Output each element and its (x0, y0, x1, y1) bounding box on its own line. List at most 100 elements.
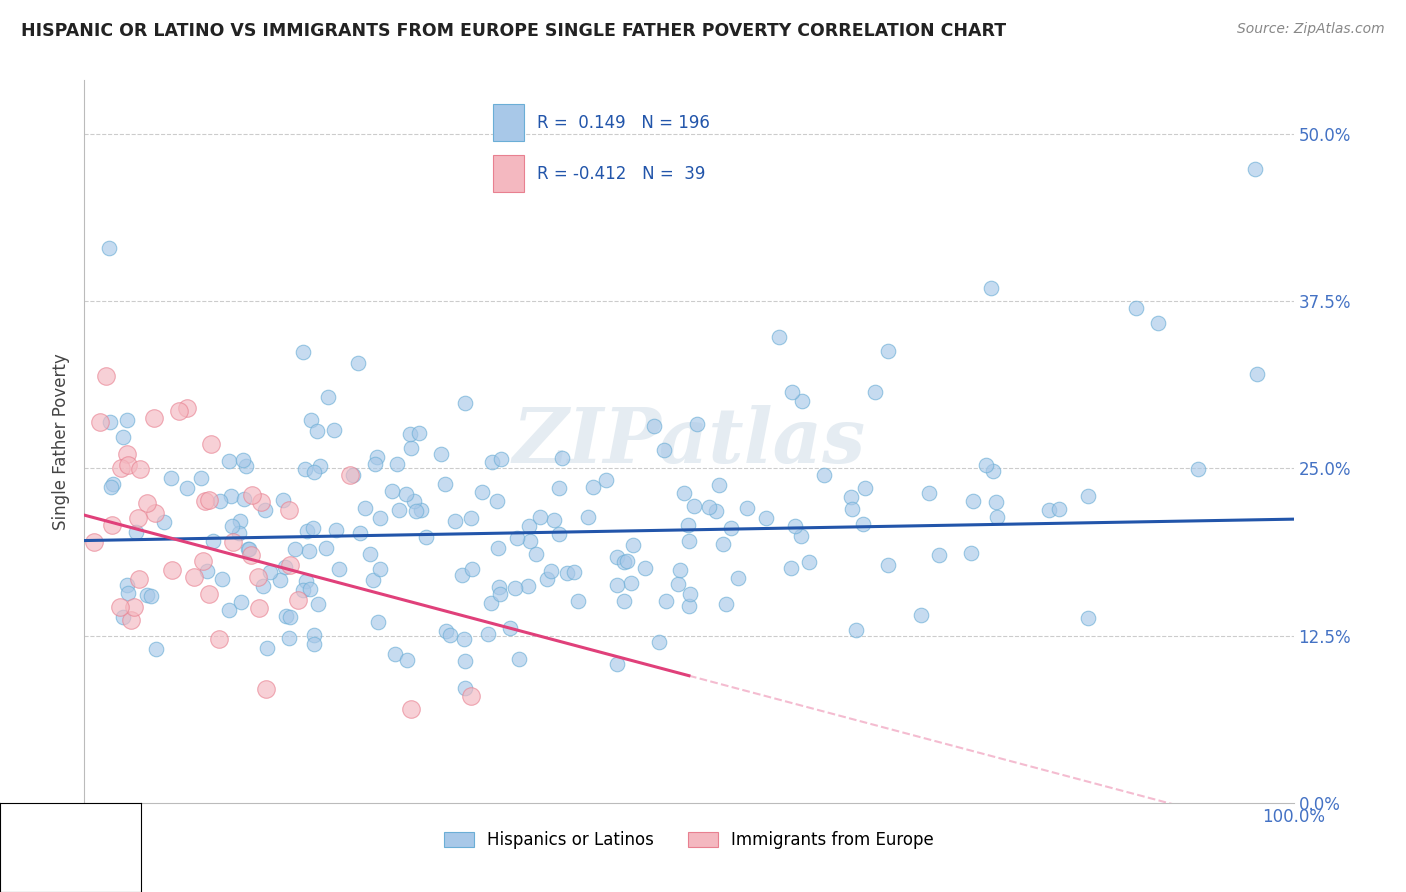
Point (489, 451, 512, 466)
Point (183, 570, 205, 584)
Point (302, 521, 325, 535)
Point (409, 503, 432, 517)
Point (986, 509, 1008, 524)
Point (516, 578, 538, 592)
Point (529, 510, 551, 524)
Point (1077, 489, 1099, 503)
Point (253, 502, 276, 516)
Point (503, 581, 526, 595)
Point (450, 567, 472, 582)
Point (176, 481, 198, 495)
Point (108, 600, 131, 615)
Point (315, 541, 337, 556)
Point (269, 573, 291, 587)
Point (101, 518, 124, 533)
Point (540, 564, 562, 578)
Point (367, 615, 389, 630)
Point (1038, 502, 1060, 516)
Point (274, 608, 297, 623)
Point (852, 516, 875, 531)
Point (152, 515, 174, 529)
Point (980, 281, 1002, 295)
Point (841, 502, 863, 516)
Point (550, 450, 572, 465)
Point (305, 424, 328, 438)
Point (813, 468, 835, 483)
Point (339, 467, 361, 482)
Point (479, 596, 502, 610)
Point (325, 524, 347, 538)
Point (112, 609, 135, 624)
Point (678, 599, 700, 613)
Point (122, 600, 145, 615)
Point (543, 512, 565, 526)
Point (252, 579, 274, 593)
Point (111, 430, 134, 444)
Point (780, 385, 803, 400)
Point (233, 491, 256, 506)
Point (1077, 611, 1099, 625)
Point (486, 541, 509, 556)
Point (298, 582, 321, 596)
Point (430, 447, 453, 461)
Point (125, 524, 148, 539)
Point (606, 578, 628, 592)
Point (839, 490, 862, 504)
Point (228, 526, 250, 541)
Point (699, 500, 721, 514)
Point (221, 534, 243, 549)
Point (235, 459, 257, 474)
Legend: Hispanics or Latinos, Immigrants from Europe: Hispanics or Latinos, Immigrants from Eu… (437, 824, 941, 856)
Point (643, 419, 665, 434)
Point (620, 575, 643, 590)
Point (211, 572, 233, 586)
Point (299, 413, 322, 427)
Point (396, 653, 419, 667)
Point (1125, 301, 1147, 315)
Point (790, 529, 813, 543)
Point (704, 504, 727, 518)
Point (797, 555, 820, 569)
Point (129, 462, 152, 476)
Point (353, 500, 375, 515)
Point (218, 453, 240, 467)
Point (115, 412, 138, 426)
Point (678, 533, 700, 548)
Point (984, 494, 1007, 508)
Point (145, 641, 167, 656)
Point (683, 499, 706, 513)
Point (547, 527, 569, 541)
Point (89, 415, 111, 429)
Point (415, 530, 437, 544)
Point (238, 541, 260, 556)
Point (143, 410, 166, 425)
Point (488, 580, 510, 594)
Point (94, 369, 117, 384)
Point (612, 555, 634, 569)
Point (454, 654, 477, 668)
Point (621, 538, 644, 552)
Point (349, 525, 371, 540)
Point (506, 531, 529, 545)
Point (295, 524, 318, 538)
Point (208, 632, 231, 647)
Point (555, 566, 578, 581)
Point (460, 511, 482, 525)
Point (405, 504, 427, 518)
Point (117, 447, 139, 461)
Point (720, 521, 742, 535)
Point (792, 394, 814, 409)
Point (877, 344, 900, 359)
Point (240, 488, 263, 502)
Point (454, 395, 477, 409)
Point (292, 583, 315, 598)
Point (648, 635, 671, 649)
Point (307, 597, 329, 611)
Point (755, 511, 778, 525)
Point (176, 401, 198, 416)
Point (399, 441, 422, 455)
Point (595, 473, 617, 487)
Point (669, 563, 692, 577)
Point (399, 702, 422, 716)
Point (536, 572, 558, 586)
